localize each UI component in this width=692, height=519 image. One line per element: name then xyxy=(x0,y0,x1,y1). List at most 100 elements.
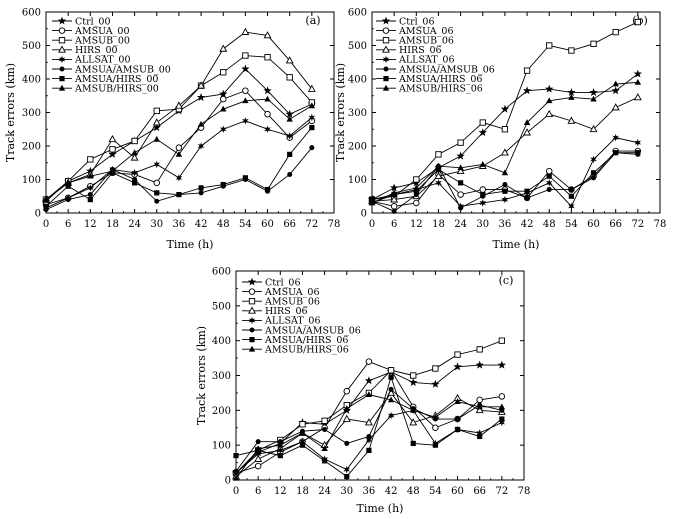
data-point xyxy=(255,439,261,445)
data-point xyxy=(287,151,293,157)
data-point xyxy=(387,411,395,420)
x-tick-label: 0 xyxy=(369,219,375,230)
data-point xyxy=(299,442,306,448)
y-tick-label: 200 xyxy=(22,142,41,153)
data-point xyxy=(501,169,509,176)
data-point xyxy=(65,197,71,203)
legend-entry: AMSUA/HIRS_00 xyxy=(74,74,158,85)
data-point xyxy=(343,465,351,474)
data-point xyxy=(388,374,394,380)
x-tick-label: 6 xyxy=(255,486,261,497)
data-point xyxy=(410,406,417,413)
x-tick-label: 54 xyxy=(429,486,442,497)
data-point xyxy=(413,184,420,191)
data-point xyxy=(299,429,306,436)
data-point xyxy=(545,179,553,187)
legend-marker xyxy=(382,27,390,34)
data-point xyxy=(220,69,227,76)
data-point xyxy=(87,197,93,203)
data-point xyxy=(613,150,619,156)
data-point xyxy=(286,74,293,81)
legend-entry: AMSUB/HIRS_06 xyxy=(398,84,483,95)
data-point xyxy=(456,151,465,160)
x-axis-label: Time (h) xyxy=(357,502,404,515)
legend-entry: Ctrl_06 xyxy=(265,277,301,288)
data-point xyxy=(479,186,487,193)
legend-entry: AMSUA/HIRS_06 xyxy=(398,74,482,85)
data-point xyxy=(322,426,328,432)
legend-entry: AMSUA/HIRS_06 xyxy=(264,335,348,346)
data-point xyxy=(568,187,574,193)
data-point xyxy=(175,150,183,157)
data-point xyxy=(458,180,464,186)
data-point xyxy=(175,144,183,151)
data-point xyxy=(219,44,228,52)
data-point xyxy=(432,424,439,432)
data-point xyxy=(523,119,531,125)
data-point xyxy=(364,376,374,385)
data-point xyxy=(498,337,505,344)
data-point xyxy=(545,109,554,118)
data-point xyxy=(476,396,483,404)
legend-marker xyxy=(382,84,390,91)
x-tick-label: 48 xyxy=(217,219,230,230)
data-point xyxy=(242,117,249,125)
legend-marker xyxy=(58,55,66,64)
data-point xyxy=(523,128,532,136)
data-point xyxy=(546,97,553,104)
data-point xyxy=(343,387,351,395)
data-point xyxy=(344,473,350,480)
data-point xyxy=(264,125,271,134)
y-tick-label: 100 xyxy=(212,441,231,452)
data-point xyxy=(502,182,508,188)
legend-marker xyxy=(382,37,390,44)
y-tick-label: 600 xyxy=(348,8,367,19)
data-point xyxy=(198,185,204,191)
y-tick-label: 200 xyxy=(212,406,231,417)
data-point xyxy=(109,167,116,174)
y-tick-label: 400 xyxy=(348,75,367,86)
data-point xyxy=(612,80,619,87)
data-point xyxy=(130,153,139,161)
data-point xyxy=(342,414,351,422)
x-tick-label: 42 xyxy=(195,219,208,230)
data-point xyxy=(611,103,620,111)
data-point xyxy=(479,161,486,167)
data-point xyxy=(277,441,284,448)
data-point xyxy=(364,418,373,426)
data-point xyxy=(413,188,419,194)
data-point xyxy=(498,393,506,400)
x-axis-label: Time (h) xyxy=(167,238,214,251)
data-point xyxy=(479,199,487,207)
data-point xyxy=(545,84,554,93)
y-tick-label: 0 xyxy=(35,209,41,220)
data-point xyxy=(343,405,350,411)
data-point xyxy=(197,120,205,127)
legend-marker xyxy=(248,298,256,305)
legend-entry: ALLSAT_06 xyxy=(264,316,321,327)
x-tick-label: 12 xyxy=(274,486,287,497)
data-point xyxy=(590,155,597,164)
data-point xyxy=(153,179,161,187)
data-point xyxy=(568,202,575,211)
data-point xyxy=(568,94,575,100)
x-tick-label: 66 xyxy=(473,486,486,497)
data-point xyxy=(152,123,161,132)
y-tick-label: 100 xyxy=(22,175,41,186)
x-tick-label: 6 xyxy=(391,219,397,230)
legend-marker xyxy=(247,277,257,286)
data-point xyxy=(321,445,328,452)
x-tick-label: 30 xyxy=(476,219,489,230)
y-tick-label: 400 xyxy=(22,75,41,86)
data-point xyxy=(590,40,597,47)
legend-marker xyxy=(248,306,256,314)
y-tick-label: 300 xyxy=(212,371,231,382)
data-point xyxy=(277,439,283,445)
legend-entry: AMSUB_06 xyxy=(398,36,454,47)
data-point xyxy=(391,208,397,214)
legend-entry: HIRS_06 xyxy=(265,306,308,317)
x-tick-label: 48 xyxy=(407,486,420,497)
data-point xyxy=(590,95,597,102)
x-tick-label: 42 xyxy=(521,219,534,230)
x-tick-label: 60 xyxy=(451,486,464,497)
